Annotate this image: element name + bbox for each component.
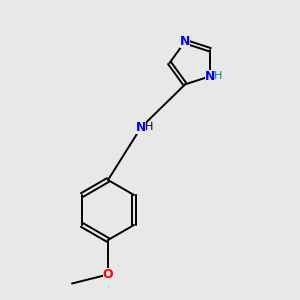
- Text: H: H: [214, 71, 223, 81]
- Text: N: N: [205, 70, 215, 83]
- Text: N: N: [136, 121, 146, 134]
- Text: H: H: [145, 122, 154, 133]
- Text: N: N: [180, 35, 190, 48]
- Text: O: O: [103, 268, 113, 281]
